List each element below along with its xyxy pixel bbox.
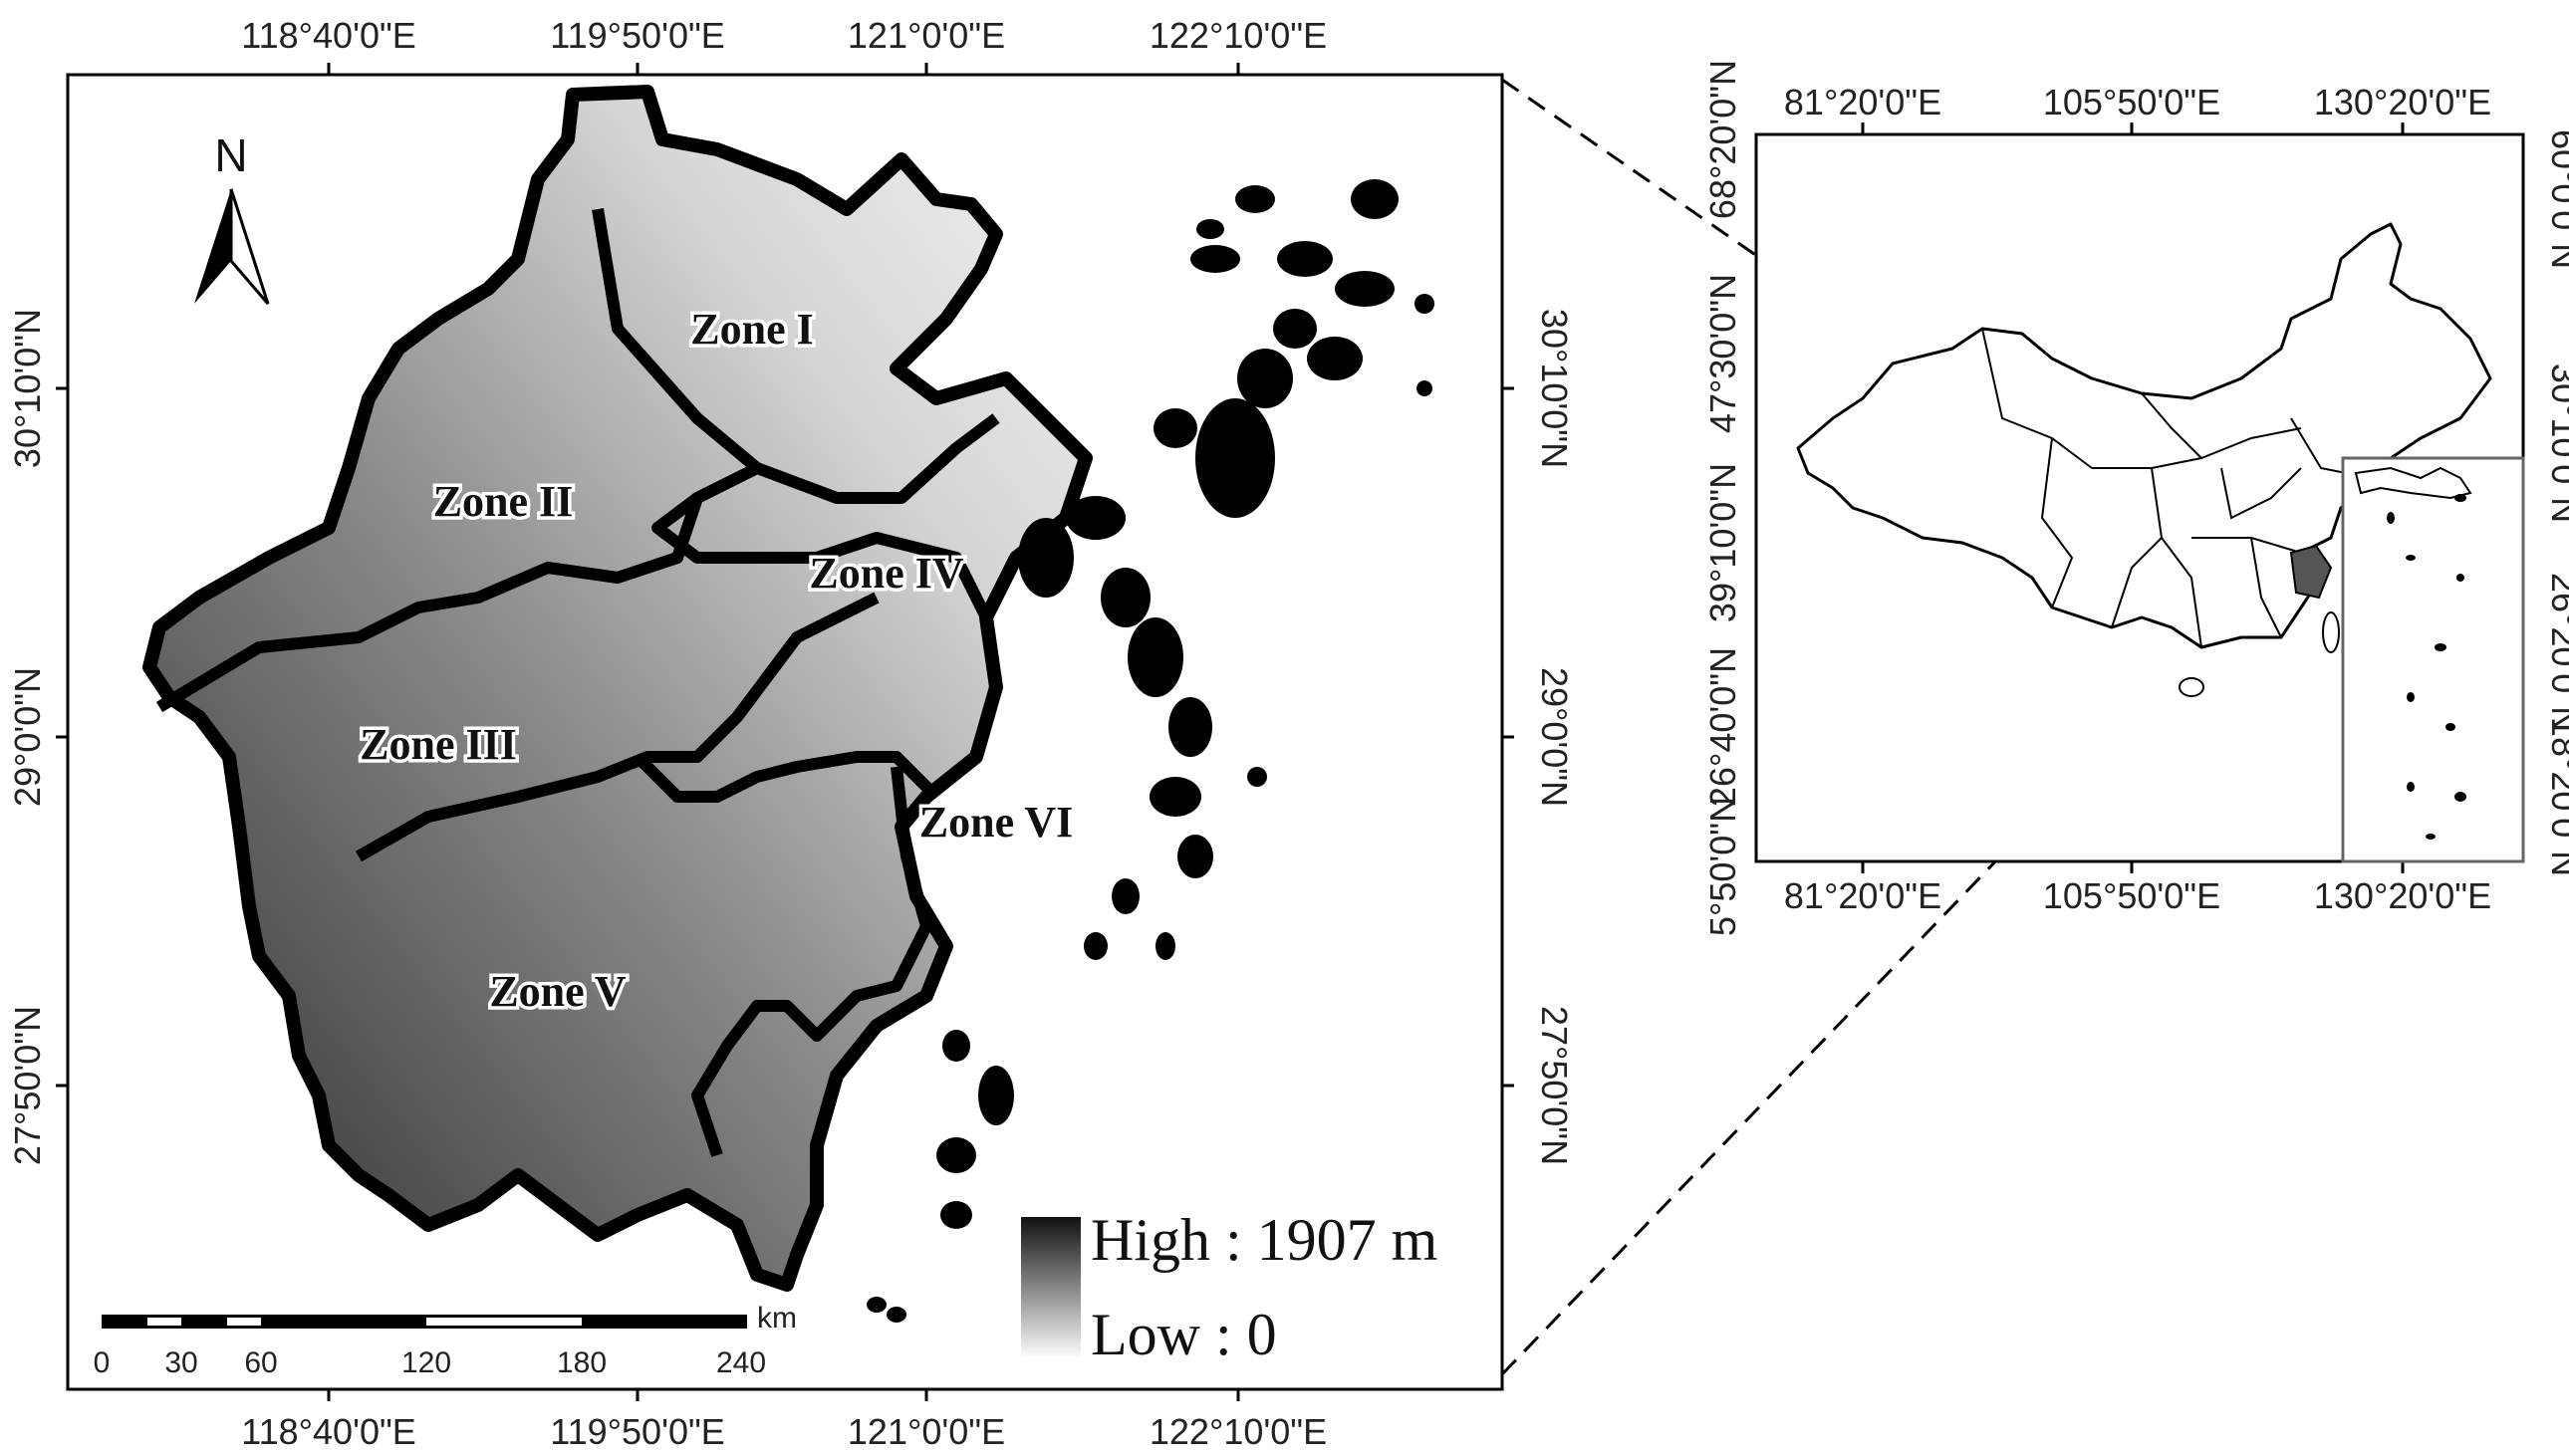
scale-unit: km [757,1302,797,1335]
inset-top-tick-label: 105°50'0"E [2043,82,2220,122]
inset-tick-marks [1861,122,2405,873]
inset-right-tick-label: 18°20'0"N [2544,717,2569,876]
elevation-legend-ramp [1021,1217,1081,1356]
coastal-islands [867,179,1434,1323]
main-top-tick-label: 118°40'0"E [241,15,416,56]
main-right-tick-label: 30°10'0"N [1534,309,1575,468]
inset-left-tick-label: 39°10'0"N [1702,463,1743,622]
main-bottom-tick-label: 122°10'0"E [1150,1411,1327,1452]
province-dem-region [142,85,1093,1292]
legend-low-label: Low : 0 [1091,1302,1277,1367]
main-bottom-tick-label: 121°0'0"E [848,1411,1005,1452]
hainan-island [2179,677,2204,697]
scale-tick: 60 [244,1346,277,1379]
zhejiang-highlight [2289,544,2333,600]
north-arrow: N [194,129,270,305]
inset-bottom-tick-label: 105°50'0"E [2043,875,2220,916]
zone-label: Zone V [489,967,627,1016]
inset-right-tick-label: 30°10'0"N [2544,364,2569,523]
scale-bar [102,1315,747,1329]
main-left-tick-label: 27°50'0"N [7,1006,48,1165]
zone-label: Zone IV [809,549,963,598]
main-left-tick-label: 29°0'0"N [7,667,48,807]
south-china-sea-inset [2341,456,2525,863]
south-china-sea-islands [2354,466,2472,840]
main-top-tick-marks [56,63,1514,1401]
legend-high-label: High : 1907 m [1091,1207,1437,1273]
main-bottom-tick-label: 118°40'0"E [241,1411,416,1452]
inset-left-tick-label: 5°50'0"N [1702,797,1743,936]
main-right-tick-label: 29°0'0"N [1534,667,1575,807]
inset-left-tick-label: 68°20'0"N [1702,60,1743,219]
scale-tick: 0 [94,1346,111,1379]
scale-tick: 30 [164,1346,197,1379]
inset-right-tick-label: 60°0'0"N [2544,129,2569,269]
inset-right-tick-label: 26°20'0"N [2544,573,2569,732]
inset-bottom-tick-label: 130°20'0"E [2314,875,2491,916]
china-outline [1796,222,2492,649]
scale-tick: 180 [557,1346,607,1379]
zone-label: Zone III [360,720,517,769]
main-left-tick-label: 30°10'0"N [7,309,48,468]
taiwan-island [2322,611,2340,653]
inset-left-tick-label: 47°30'0"N [1702,274,1743,433]
scale-tick: 120 [401,1346,451,1379]
zone-label: Zone I [690,305,813,354]
inset-left-tick-label: 26°40'0"N [1702,647,1743,807]
inset-top-tick-label: 81°20'0"E [1784,82,1941,122]
zone-boundaries [155,208,1000,1157]
main-right-tick-label: 27°50'0"N [1534,1006,1575,1165]
north-arrow-icon [194,189,231,304]
main-top-tick-label: 122°10'0"E [1150,15,1327,56]
inset-bottom-tick-label: 81°20'0"E [1784,875,1941,916]
province-boundaries [1981,328,2372,648]
zone-label: Zone II [433,477,574,526]
scale-tick: 240 [716,1346,766,1379]
main-top-tick-label: 119°50'0"E [550,15,725,56]
main-top-tick-label: 121°0'0"E [848,15,1005,56]
zone-label: Zone VI [919,798,1073,847]
north-label: N [214,129,247,181]
main-bottom-tick-label: 119°50'0"E [550,1411,725,1452]
inset-top-tick-label: 130°20'0"E [2314,82,2491,122]
